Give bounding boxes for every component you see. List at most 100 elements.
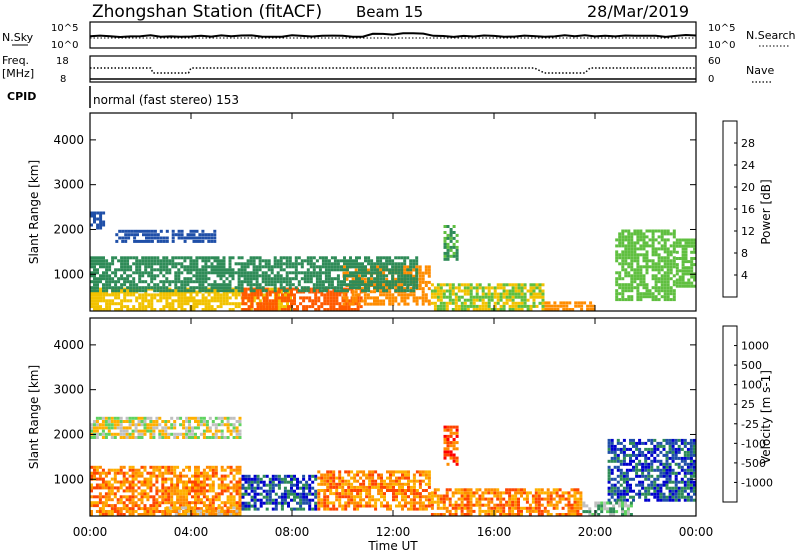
p2-cell xyxy=(613,465,617,469)
p2-cell xyxy=(137,486,141,490)
p1-cell xyxy=(452,254,456,258)
p1-cell xyxy=(478,308,482,311)
p1-cell xyxy=(317,305,321,309)
p1-cell xyxy=(132,289,136,293)
p1-cell xyxy=(216,271,220,275)
p1-cell xyxy=(666,292,670,296)
p1-cell xyxy=(351,302,355,306)
p1-cell xyxy=(270,265,274,269)
p2-cell xyxy=(241,483,245,487)
p2-cell xyxy=(113,495,117,499)
p2-cell xyxy=(143,489,147,493)
p2-cell xyxy=(119,416,123,420)
p1-cell xyxy=(120,265,124,269)
p2-cell xyxy=(616,447,620,451)
p2-cell xyxy=(104,498,108,502)
p2-cell xyxy=(629,483,632,487)
p1-cell xyxy=(165,299,169,303)
p1-cell xyxy=(361,274,364,278)
p1-cell xyxy=(183,283,187,287)
p2-cell xyxy=(362,485,366,489)
p2-cell xyxy=(353,479,357,483)
p2-cell xyxy=(469,494,473,498)
p1-cell xyxy=(309,271,313,275)
p1-cell xyxy=(189,289,193,293)
p2-cell xyxy=(665,468,669,472)
p2-cell xyxy=(407,476,410,480)
p1-cell xyxy=(663,256,667,260)
p2-cell xyxy=(418,485,422,489)
p1-cell xyxy=(237,268,241,272)
p2-cell xyxy=(256,480,260,484)
p1-cell xyxy=(165,277,169,281)
p1-cell xyxy=(287,308,290,311)
p1-cell xyxy=(293,308,296,311)
p1-cell xyxy=(391,299,395,303)
p2-cell xyxy=(407,501,410,505)
p1-cell xyxy=(123,256,127,260)
p2-cell xyxy=(671,450,675,454)
p2-cell xyxy=(635,444,639,448)
p1-cell xyxy=(174,299,178,303)
p2-cell xyxy=(371,485,375,489)
p2-cell xyxy=(350,470,354,474)
p2-cell xyxy=(638,447,642,451)
p1-cell xyxy=(111,256,115,260)
p1-cell xyxy=(124,233,128,237)
p1-cell xyxy=(276,262,280,266)
p1-cell xyxy=(523,292,527,296)
p1-cell xyxy=(633,259,637,263)
p2-cell xyxy=(418,482,422,486)
p2-cell xyxy=(540,497,544,501)
p2-cell xyxy=(238,498,242,502)
p1-cell xyxy=(262,296,266,300)
p1-cell xyxy=(672,256,676,260)
p2-cell xyxy=(152,432,156,436)
p1-cell xyxy=(657,265,661,269)
p2-cell xyxy=(478,503,482,507)
p2-cell xyxy=(220,489,224,493)
p1-cell xyxy=(532,286,536,290)
p2-cell xyxy=(134,429,138,433)
p2-cell xyxy=(629,477,632,481)
p2-cell xyxy=(421,489,425,492)
nave-series xyxy=(90,67,696,74)
p2-cell xyxy=(128,423,132,427)
p2-cell xyxy=(110,432,114,436)
p2-cell xyxy=(235,480,239,484)
p2-cell xyxy=(344,492,348,496)
p1-cell xyxy=(690,238,694,242)
p1-cell xyxy=(627,247,631,251)
p2-cell xyxy=(149,423,153,427)
p2-cell xyxy=(259,498,263,502)
p2-cell xyxy=(232,506,236,510)
p2-cell xyxy=(293,492,296,496)
p2-cell xyxy=(176,432,180,436)
p2-cell xyxy=(283,474,287,478)
p2-cell xyxy=(659,459,663,463)
p1-cell xyxy=(345,271,349,275)
p1-cell xyxy=(291,265,295,269)
p2-cell xyxy=(244,507,248,511)
p2-cell xyxy=(253,501,257,505)
p2-cell xyxy=(662,462,666,466)
p1-cell xyxy=(693,247,697,251)
p1-cell xyxy=(258,262,262,266)
p1-cell xyxy=(624,283,628,287)
p1-cell xyxy=(657,277,661,281)
p1-cell xyxy=(397,256,401,260)
p1-cell xyxy=(388,262,392,266)
p1-cell xyxy=(329,290,333,294)
p1-cell xyxy=(660,283,664,287)
p2-cell xyxy=(347,473,351,477)
p2-cell xyxy=(107,480,111,484)
p2-cell xyxy=(226,474,230,478)
p2-cell xyxy=(179,492,183,496)
p1-cell xyxy=(373,280,377,284)
p2-cell xyxy=(134,426,138,430)
p2-cell xyxy=(457,491,461,495)
p2-cell xyxy=(436,506,440,510)
p1-cell xyxy=(391,274,395,278)
p1-cell xyxy=(415,274,419,278)
p1-cell xyxy=(201,233,205,237)
